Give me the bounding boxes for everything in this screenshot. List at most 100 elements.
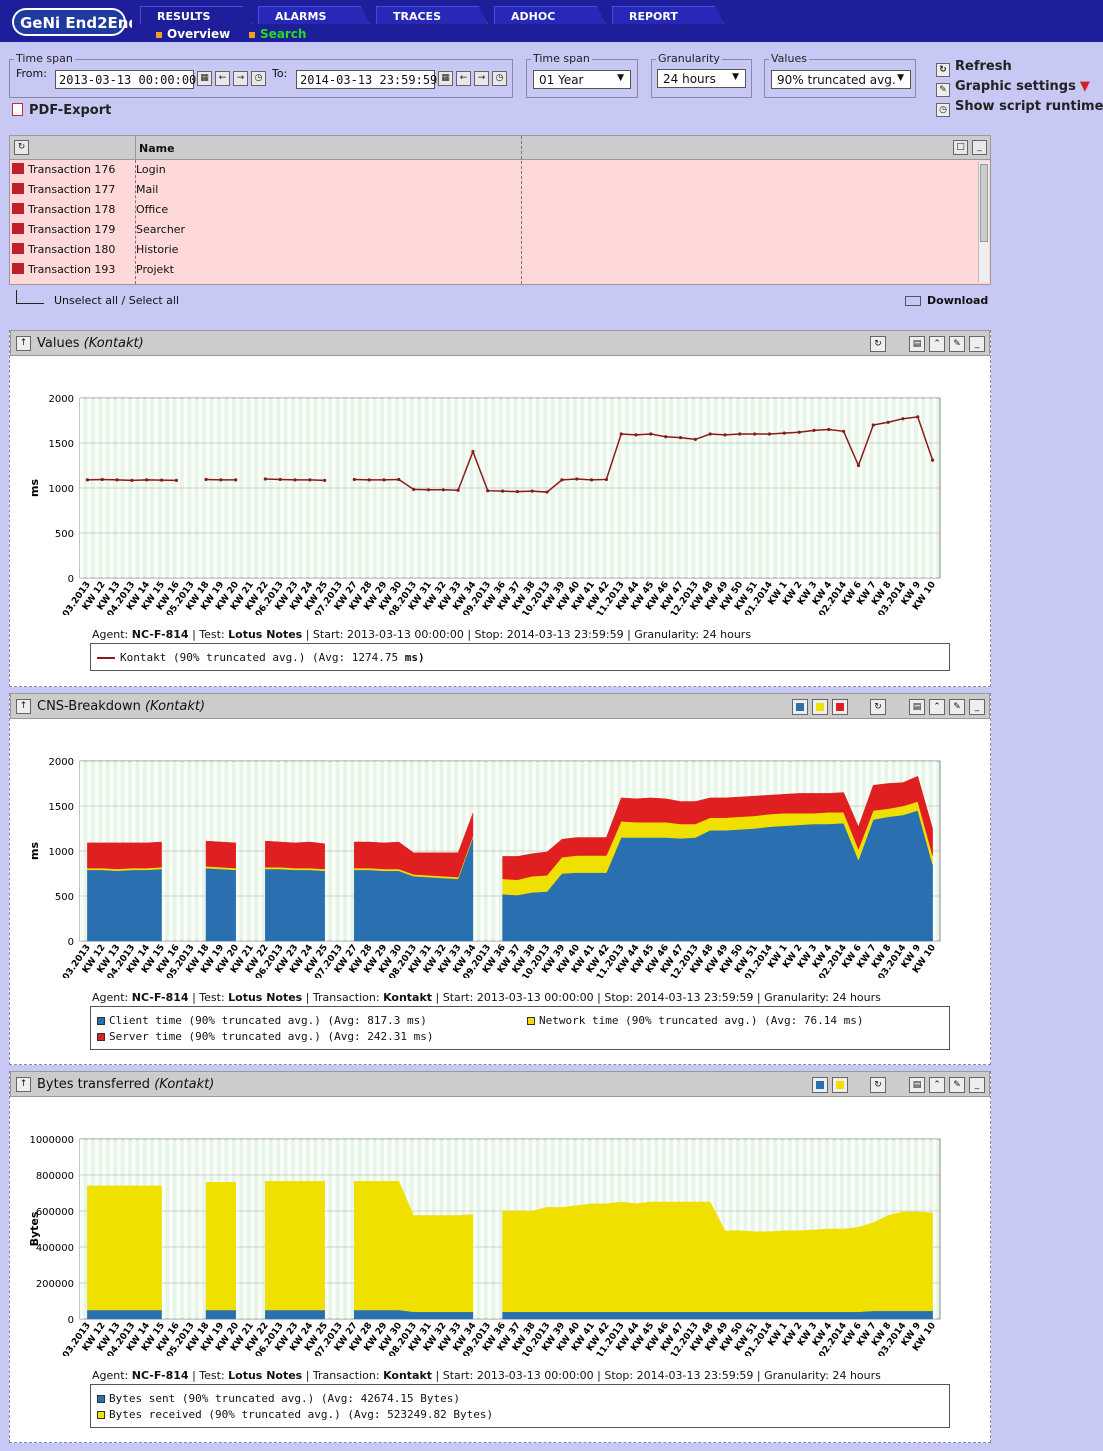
server-toggle-icon[interactable] <box>832 699 848 715</box>
scrollbar-thumb[interactable] <box>980 164 988 242</box>
tab-adhoc[interactable]: ADHOC <box>494 6 606 24</box>
legend-item-kontakt: Kontakt (90% truncated avg.) (Avg: 1274.… <box>97 651 425 664</box>
arrow-left-icon[interactable]: ← <box>215 71 230 86</box>
scrollbar[interactable] <box>978 162 989 282</box>
values-info-line: Agent: NC-F-814 | Test: Lotus Notes | St… <box>92 628 751 641</box>
grid-stripe <box>821 1139 826 1319</box>
timespan-select[interactable]: 01 Year ▼ <box>533 70 631 89</box>
calendar-icon[interactable]: ▦ <box>438 71 453 86</box>
clock-icon[interactable]: ◷ <box>492 71 507 86</box>
transaction-row[interactable]: Transaction 177 Mail <box>12 183 158 203</box>
chart-icon[interactable]: ⌃ <box>929 336 945 352</box>
timespan-fieldset: Time span <box>9 52 513 98</box>
data-point <box>619 432 623 436</box>
transaction-row[interactable]: Transaction 176 Login <box>12 163 166 183</box>
area-bytes-received <box>265 1181 325 1311</box>
transaction-row[interactable]: Transaction 179 Searcher <box>12 223 185 243</box>
arrow-right-icon[interactable]: → <box>474 71 489 86</box>
tab-report[interactable]: REPORT <box>612 6 724 24</box>
wrench-icon[interactable]: ✎ <box>949 1077 965 1093</box>
show-script-runtime-button[interactable]: ◷ Show script runtime <box>936 99 1103 117</box>
network-toggle-icon[interactable] <box>812 699 828 715</box>
tab-traces[interactable]: TRACES <box>376 6 488 24</box>
document-icon[interactable]: ▤ <box>909 336 925 352</box>
arrow-left-icon[interactable]: ← <box>456 71 471 86</box>
to-date-input[interactable]: 2014-03-13 23:59:59 <box>296 70 437 89</box>
refresh-icon[interactable]: ↻ <box>870 1077 886 1093</box>
select-all-link[interactable]: Unselect all / Select all <box>54 294 180 307</box>
y-tick-label: 800000 <box>36 1171 74 1182</box>
transaction-row[interactable]: Transaction 178 Office <box>12 203 168 223</box>
minimize-icon[interactable]: _ <box>969 699 985 715</box>
data-point <box>753 432 757 436</box>
info-label: | Test: <box>192 1369 225 1382</box>
grid-stripe <box>80 1139 84 1319</box>
sent-toggle-icon[interactable] <box>812 1077 828 1093</box>
minimize-icon[interactable]: _ <box>972 140 987 155</box>
wrench-icon[interactable]: ✎ <box>949 699 965 715</box>
y-tick-label: 1000000 <box>29 1135 74 1146</box>
data-point <box>738 432 742 436</box>
chart-icon[interactable]: ⌃ <box>929 699 945 715</box>
minimize-icon[interactable]: _ <box>969 336 985 352</box>
document-icon[interactable]: ▤ <box>909 1077 925 1093</box>
area-server-time <box>354 813 474 878</box>
grid-stripe <box>754 1139 759 1319</box>
info-test: Lotus Notes <box>228 628 303 641</box>
transaction-row[interactable]: Transaction 193 Projekt <box>12 263 174 283</box>
arrow-right-icon[interactable]: → <box>233 71 248 86</box>
client-toggle-icon[interactable] <box>792 699 808 715</box>
clock-icon[interactable]: ◷ <box>251 71 266 86</box>
refresh-label: Refresh <box>955 59 1012 74</box>
info-label: | Start: <box>435 991 474 1004</box>
refresh-icon[interactable]: ↻ <box>870 699 886 715</box>
grid-stripe <box>813 1139 818 1319</box>
grid-stripe <box>776 1139 781 1319</box>
tab-results[interactable]: RESULTS <box>140 6 252 24</box>
download-link[interactable]: Download <box>905 294 988 307</box>
collapse-icon[interactable]: ↑ <box>16 699 31 714</box>
y-tick-label: 1500 <box>49 439 74 450</box>
tab-alarms[interactable]: ALARMS <box>258 6 370 24</box>
y-axis-label: Bytes <box>28 1211 41 1246</box>
show-runtime-label: Show script runtime <box>955 99 1103 114</box>
data-point <box>871 423 875 427</box>
from-date-input[interactable]: 2013-03-13 00:00:00 <box>55 70 196 89</box>
granularity-legend: Granularity <box>656 52 722 65</box>
column-header-name: Name <box>139 142 175 155</box>
received-toggle-icon[interactable] <box>832 1077 848 1093</box>
granularity-select[interactable]: 24 hours ▼ <box>657 69 746 88</box>
info-label: | Start: <box>305 628 344 641</box>
chart-icon[interactable]: ⌃ <box>929 1077 945 1093</box>
data-point <box>575 477 579 481</box>
data-point <box>723 433 727 437</box>
subnav-search[interactable]: Search <box>249 27 306 41</box>
subnav-overview[interactable]: Overview <box>156 27 230 41</box>
refresh-icon[interactable]: ↻ <box>14 140 29 155</box>
from-label: From: <box>16 67 47 80</box>
series-line-kontakt <box>354 416 934 493</box>
transaction-icon <box>12 263 24 274</box>
refresh-button[interactable]: ↻ Refresh <box>936 59 1012 77</box>
cns-panel-header: ↑ CNS-Breakdown (Kontakt) ↻ ▤ ⌃ ✎ _ <box>10 693 990 719</box>
data-point <box>827 427 831 432</box>
data-point <box>930 458 935 462</box>
values-select[interactable]: 90% truncated avg. ▼ <box>771 70 911 89</box>
document-icon[interactable]: ▤ <box>909 699 925 715</box>
legend-text: Kontakt (90% truncated avg.) (Avg: 1274.… <box>120 651 399 664</box>
collapse-icon[interactable]: ↑ <box>16 1077 31 1092</box>
info-start: 2013-03-13 00:00:00 <box>347 628 464 641</box>
grid-stripe <box>198 1139 203 1319</box>
maximize-icon[interactable]: □ <box>953 140 968 155</box>
graphic-settings-button[interactable]: ✎ Graphic settings ▼ <box>936 79 1090 97</box>
info-agent: NC-F-814 <box>131 628 189 641</box>
wrench-icon[interactable]: ✎ <box>949 336 965 352</box>
transaction-name: Projekt <box>136 263 174 276</box>
refresh-icon[interactable]: ↻ <box>870 336 886 352</box>
minimize-icon[interactable]: _ <box>969 1077 985 1093</box>
collapse-icon[interactable]: ↑ <box>16 336 31 351</box>
pdf-export-button[interactable]: PDF-Export <box>12 103 111 118</box>
transaction-row[interactable]: Transaction 180 Historie <box>12 243 178 263</box>
calendar-icon[interactable]: ▦ <box>197 71 212 86</box>
